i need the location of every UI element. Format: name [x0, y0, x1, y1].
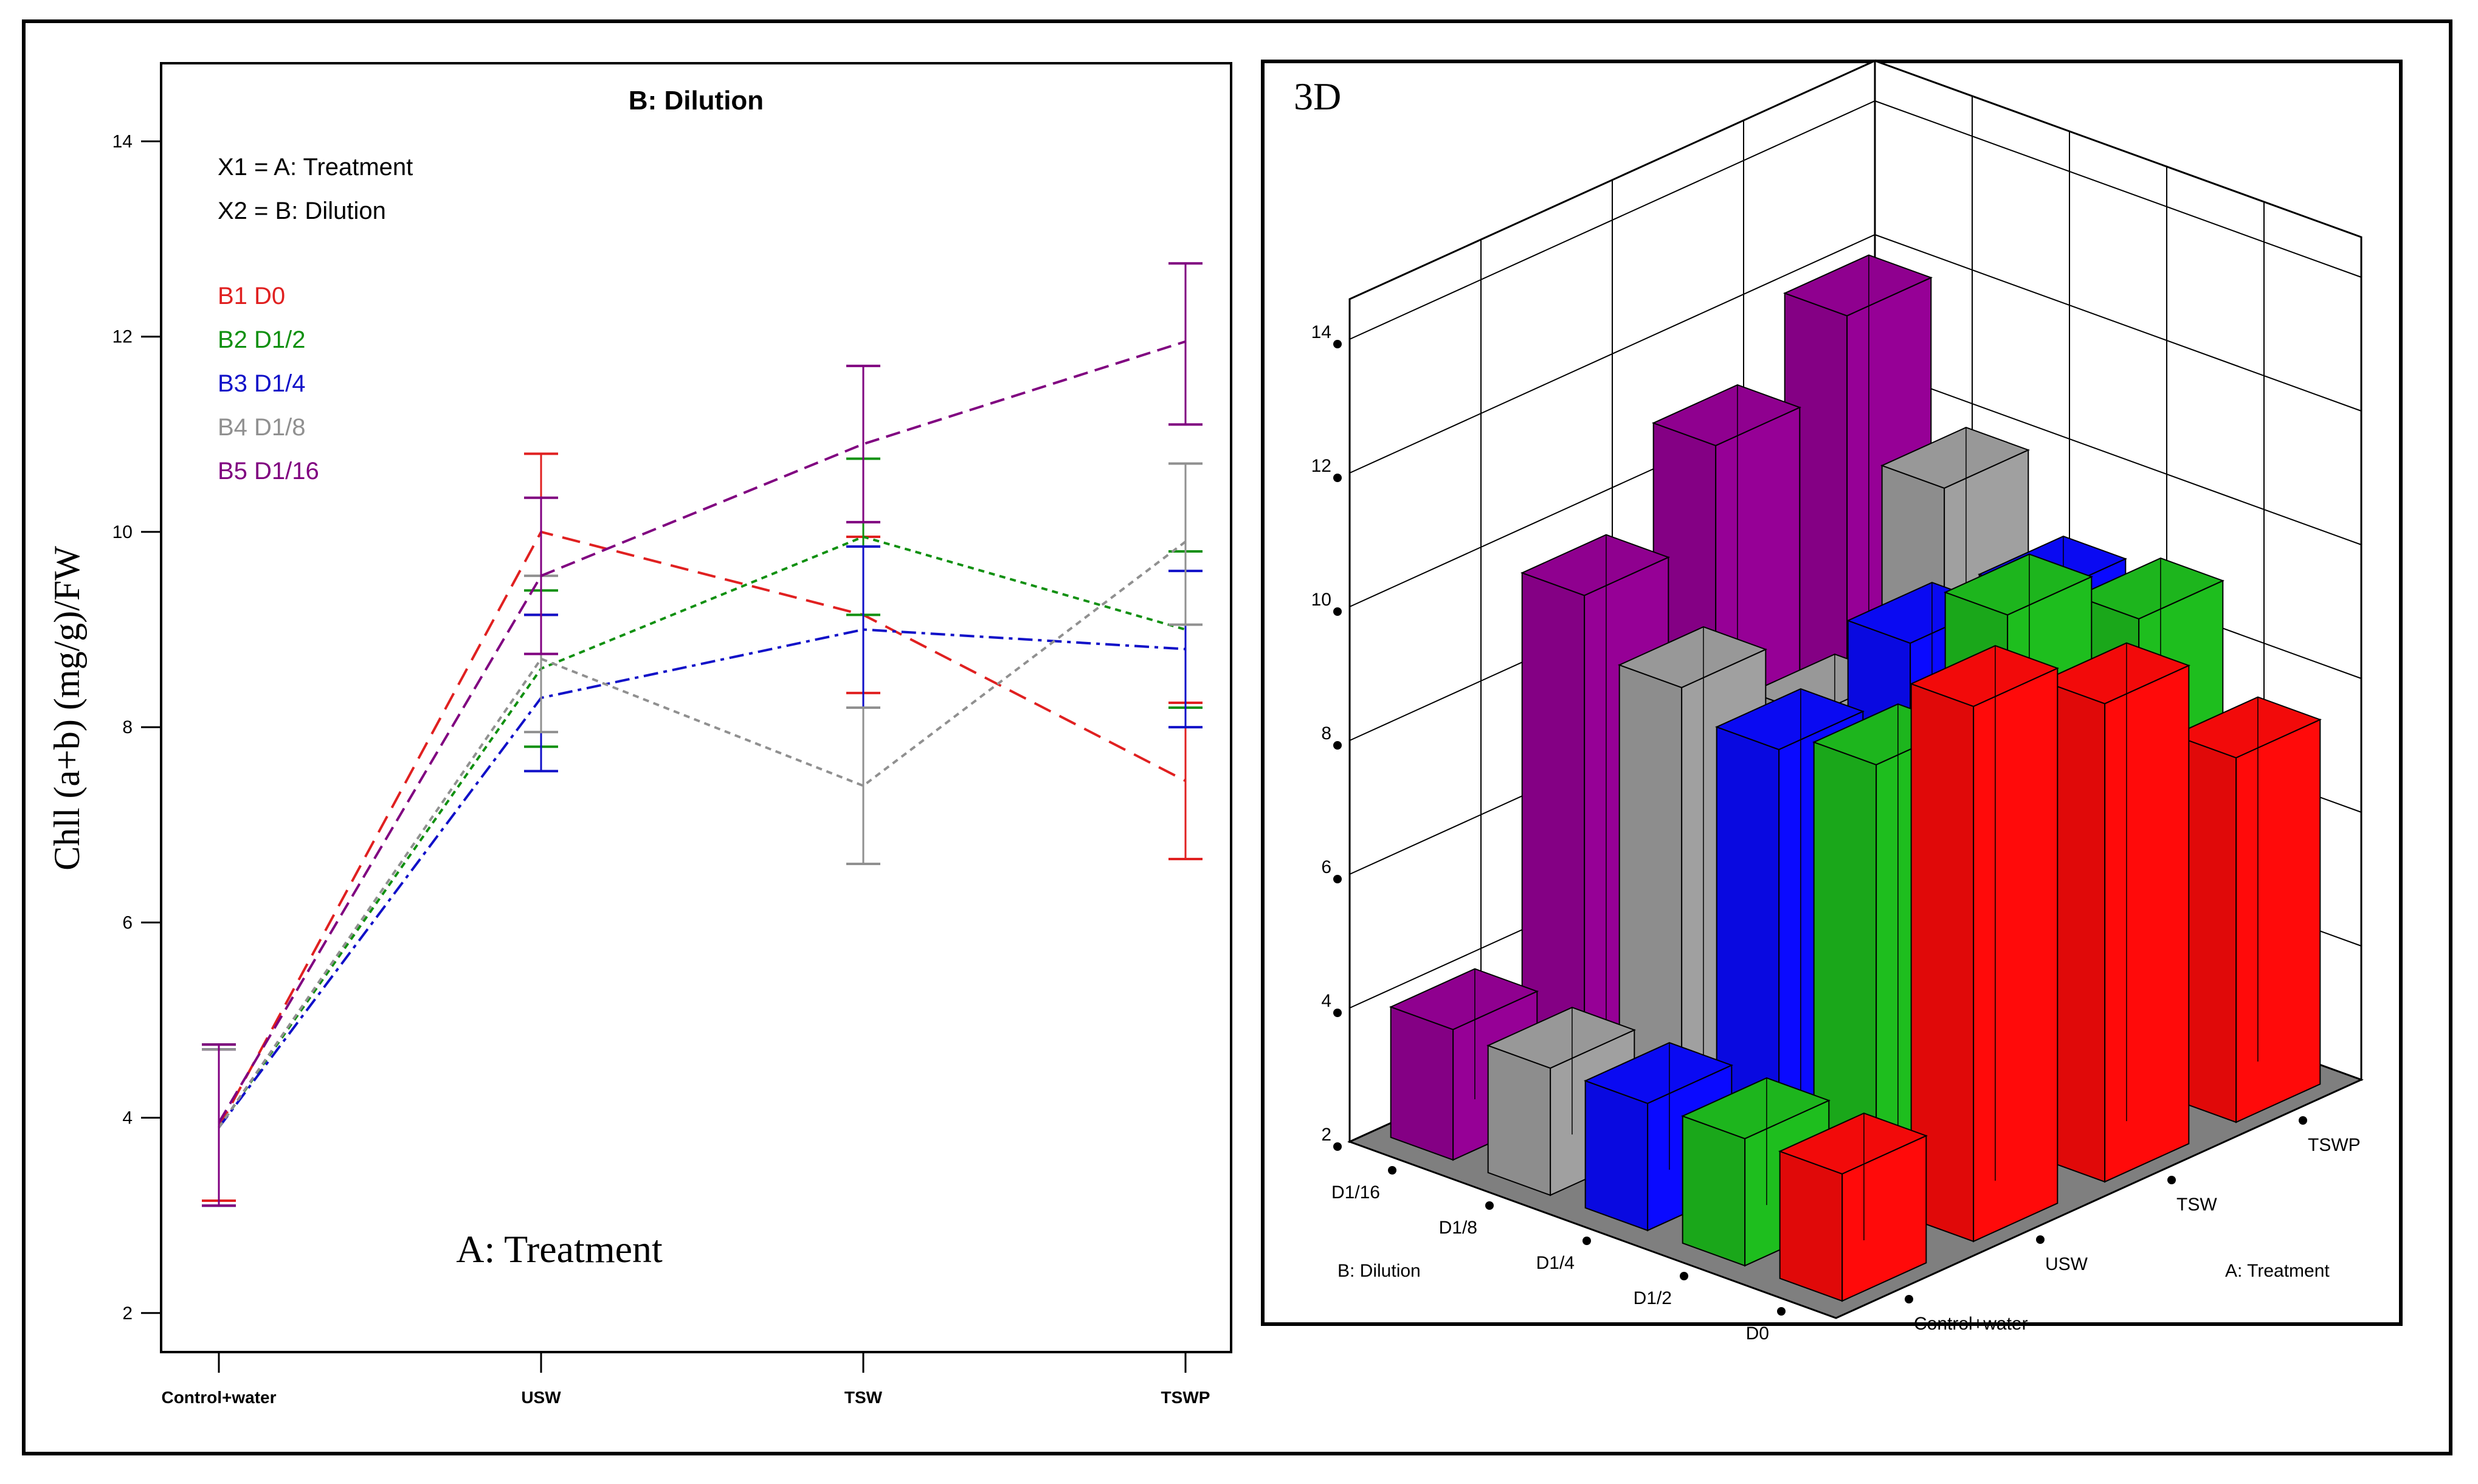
series-line	[218, 530, 1186, 1128]
bar-side-face	[1682, 1115, 1746, 1267]
z-tick-label: 14	[1311, 322, 1331, 342]
dilution-tick-label: D1/4	[1536, 1253, 1575, 1273]
series-line	[218, 340, 1186, 1123]
legend-item: B4 D1/8	[218, 414, 306, 441]
series-line	[218, 540, 1187, 1128]
legend: B1 D0 B2 D1/2 B3 D1/4 B4 D1/8 B5 D1/16	[218, 283, 319, 485]
plot3d-frame	[1261, 60, 2403, 1326]
z-tick-label: 6	[1321, 857, 1331, 877]
legend-item: B1 D0	[218, 283, 285, 309]
dilution-tick-label: D1/8	[1439, 1218, 1477, 1238]
treatment-tick-label: TSWP	[2308, 1135, 2361, 1155]
plot-title: B: Dilution	[629, 86, 764, 116]
bar3d-control-water-d0	[1778, 1113, 1928, 1302]
x-axis-label: A: Treatment	[456, 1227, 663, 1271]
z-tick-label: 12	[1311, 456, 1331, 476]
legend-item: B5 D1/16	[218, 458, 319, 485]
treatment-tick-label: USW	[2045, 1254, 2088, 1274]
y-tick-label: 10	[112, 522, 133, 542]
bar-front-face	[2104, 664, 2190, 1183]
treatment-tick-dot	[2036, 1235, 2045, 1244]
treatment-tick-dot	[1905, 1295, 1913, 1303]
dilution-tick-label: D1/2	[1634, 1288, 1672, 1308]
legend-item: B3 D1/4	[218, 370, 306, 397]
bar-side-face	[1487, 1044, 1551, 1196]
bar3d-labels: Control+water USW TSW TSWP D0 D1/2 D1/4 D1/8 D1/…	[1331, 1116, 2361, 1344]
y-tick-label: 14	[112, 131, 133, 151]
z-tick-dot	[1333, 875, 1342, 883]
bar3d-bars	[1389, 254, 2322, 1302]
z-tick-dot	[1333, 474, 1342, 482]
z-tick-label: 4	[1321, 991, 1331, 1011]
factor-x2-label: X2 = B: Dilution	[218, 198, 386, 224]
wall-grid-line	[1349, 100, 2362, 340]
factor-x1-label: X1 = A: Treatment	[218, 154, 413, 181]
y-tick-label: 2	[122, 1303, 133, 1324]
z-tick-label: 2	[1321, 1125, 1331, 1145]
z-tick-dot	[1333, 607, 1342, 616]
series-line	[218, 628, 1186, 1128]
z-tick-dot	[1333, 741, 1342, 750]
y-tick-label: 6	[122, 913, 133, 933]
dilution-axis-label: B: Dilution	[1337, 1261, 1421, 1281]
y-tick-label: 8	[122, 717, 133, 737]
wall-grid-line	[1349, 233, 2362, 474]
y-tick-label: 12	[112, 327, 133, 347]
dilution-tick-dot	[1485, 1201, 1494, 1210]
series-line	[218, 535, 1186, 1128]
z-tick-label: 8	[1321, 723, 1331, 744]
bar-front-face	[2235, 719, 2321, 1123]
bar-side-face	[1390, 1006, 1454, 1161]
z-tick-dot	[1333, 1142, 1342, 1151]
line-axes: 2 4 6 8 10 12 14 Control+water USW TSW TSWP	[112, 131, 1210, 1407]
treatment-axis-label: A: Treatment	[2225, 1261, 2330, 1281]
plot-area	[160, 62, 1232, 1353]
x-tick-label: TSWP	[1161, 1388, 1210, 1407]
dilution-tick-dot	[1582, 1237, 1591, 1245]
dilution-tick-dot	[1680, 1272, 1688, 1280]
bar3d-tsw-d0	[2041, 642, 2190, 1183]
bar-side-face	[1779, 1150, 1843, 1302]
z-tick-label: 10	[1311, 590, 1331, 610]
y-tick-label: 4	[122, 1108, 133, 1128]
x-tick-label: USW	[521, 1388, 561, 1407]
z-tick-dot	[1333, 1009, 1342, 1017]
plot3d-label: 3D	[1294, 75, 1341, 118]
treatment-tick-dot	[2299, 1116, 2307, 1125]
treatment-tick-label: Control+water	[1914, 1314, 2028, 1334]
dilution-tick-dot	[1777, 1307, 1786, 1316]
bar3d-tswp-d0	[2172, 696, 2322, 1123]
bar-front-face	[1973, 667, 2059, 1243]
bar-side-face	[1584, 1080, 1649, 1232]
dilution-tick-label: D1/16	[1331, 1182, 1380, 1203]
x-tick-label: Control+water	[161, 1388, 276, 1407]
treatment-tick-label: TSW	[2176, 1195, 2217, 1215]
treatment-tick-dot	[2167, 1176, 2176, 1184]
legend-item: B2 D1/2	[218, 326, 306, 353]
line-series-group	[202, 262, 1203, 1207]
series-b5-d1-16	[202, 262, 1203, 1207]
z-tick-dot	[1333, 340, 1342, 348]
x-tick-label: TSW	[844, 1388, 883, 1407]
dilution-tick-dot	[1388, 1166, 1396, 1175]
dilution-tick-label: D0	[1746, 1324, 1769, 1344]
y-axis-label: Chll (a+b) (mg/g)/FW	[47, 546, 87, 871]
bar3d-usw-d0	[1910, 645, 2059, 1243]
